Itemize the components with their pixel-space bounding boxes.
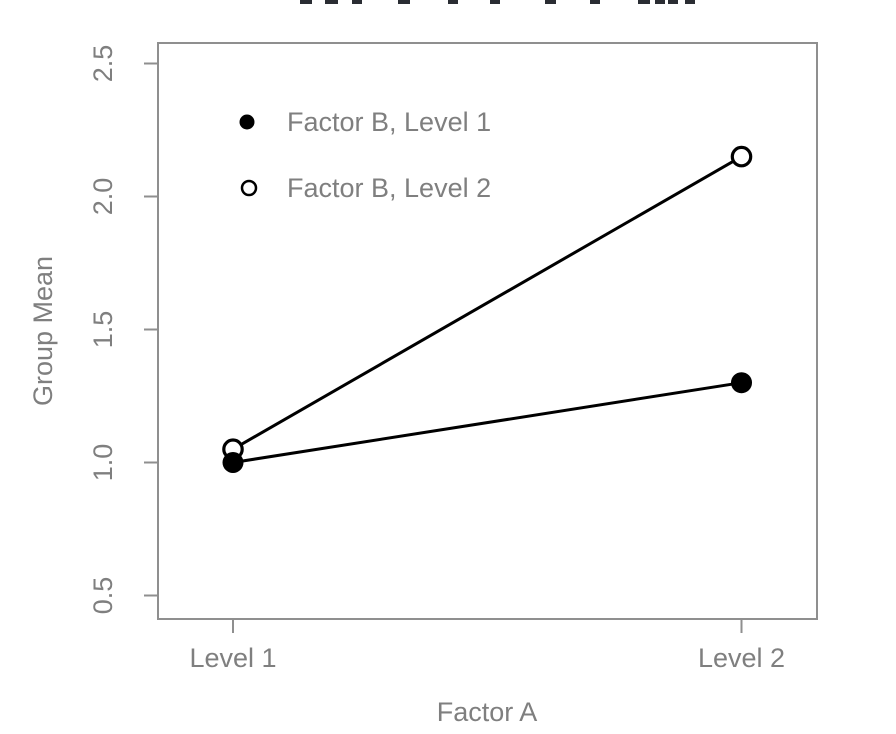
cropped-title-letter-fragment	[490, 0, 500, 4]
cropped-title-letter-fragment	[668, 0, 678, 4]
legend-marker-open-circle-icon	[240, 179, 258, 197]
y-axis-tick-label: 2.5	[88, 45, 118, 83]
data-point-open-circle	[730, 145, 753, 168]
cropped-title-letter-fragment	[685, 0, 695, 4]
legend-label-factor-b-level-1: Factor B, Level 1	[287, 107, 491, 137]
cropped-title-letter-fragment	[300, 0, 312, 4]
data-point-filled-circle	[731, 372, 752, 394]
cropped-title-letter-fragment	[638, 0, 650, 4]
legend-marker-filled-circle-icon	[239, 114, 255, 130]
data-point-filled-circle	[222, 452, 244, 473]
x-axis-tick-label: Level 1	[189, 643, 276, 673]
y-axis-title: Group Mean	[28, 256, 58, 406]
x-axis-title: Factor A	[437, 697, 538, 727]
y-axis-tick-label: 1.0	[88, 444, 118, 482]
y-axis-tick-label: 2.0	[88, 178, 118, 216]
series-line	[232, 155, 743, 451]
legend: Factor B, Level 1 Factor B, Level 2	[239, 107, 491, 203]
series-layer	[222, 145, 753, 473]
y-axis-tick-label: 0.5	[88, 577, 118, 615]
y-axis-tick-label: 1.5	[88, 311, 118, 349]
x-axis: Level 1 Level 2	[189, 619, 785, 673]
cropped-title-letter-fragment	[398, 0, 410, 4]
y-axis: 0.5 1.0 1.5 2.0 2.5	[88, 45, 158, 615]
x-axis-tick-label: Level 2	[698, 643, 785, 673]
cropped-title-letter-fragment	[590, 0, 600, 4]
series-line	[232, 381, 742, 464]
plot-area-border	[157, 42, 818, 620]
cropped-title-letter-fragment	[545, 0, 556, 4]
legend-label-factor-b-level-2: Factor B, Level 2	[287, 173, 491, 203]
cropped-title-letter-fragment	[325, 0, 338, 4]
cropped-title-letter-fragment	[448, 0, 458, 4]
cropped-title-letter-fragment	[352, 0, 362, 4]
cropped-title-letter-fragment	[655, 0, 665, 4]
cropped-title-fragments	[300, 0, 695, 4]
